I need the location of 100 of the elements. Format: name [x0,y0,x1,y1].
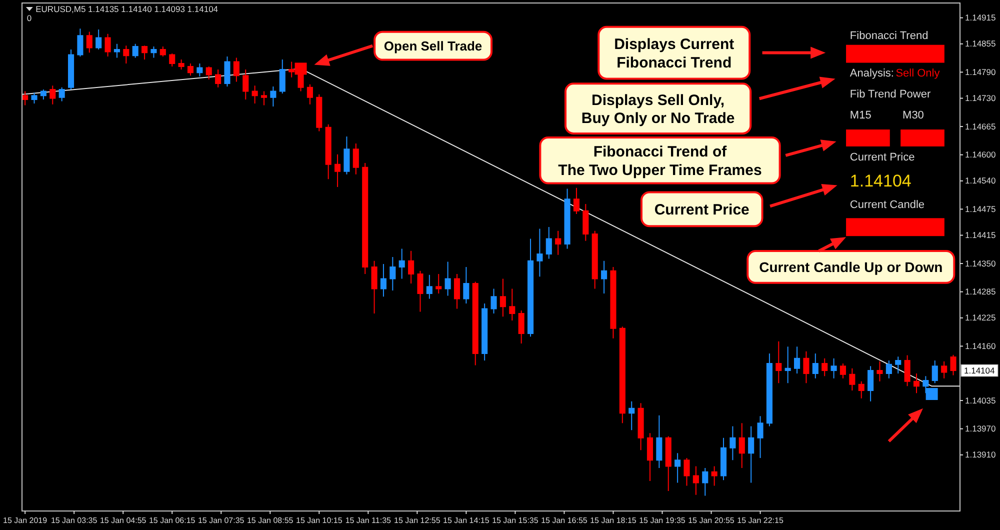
annotation: Current Candle Up or Down [759,259,943,275]
candlestick [564,188,570,250]
annotation: 1.14104 [850,171,912,190]
y-tick-label: 1.14665 [965,121,996,132]
candlestick [306,84,313,105]
candlestick [279,59,286,94]
annotation: 1.14104 [964,366,995,376]
x-tick-label: 15 Jan 12:55 [394,516,441,525]
candlestick [582,203,589,242]
candlestick [169,52,176,67]
x-tick-label: 15 Jan 06:15 [148,516,196,525]
candlestick [380,263,387,298]
candlestick [123,45,130,64]
x-tick-label: 15 Jan 15:35 [492,516,539,525]
candlestick [757,416,764,458]
candlestick [58,86,65,102]
y-tick-label: 1.14600 [965,150,996,160]
candlestick [913,373,920,394]
candlestick [417,270,424,312]
candlestick [849,368,856,392]
candlestick [876,360,883,382]
x-tick-label: 15 Jan 2019 [3,516,48,525]
candlestick [730,426,736,461]
candlestick [454,273,460,310]
candlestick [334,154,341,188]
candlestick [592,230,598,290]
y-tick-label: 1.14475 [965,204,996,214]
candlestick [178,59,184,70]
candlestick [738,422,745,468]
annotation: Open Sell Trade [384,38,482,54]
candlestick [941,360,948,379]
candlestick [252,85,258,104]
candlestick [932,360,938,384]
candlestick [868,366,874,402]
y-tick-label: 1.14790 [965,66,996,77]
candlestick [784,346,791,384]
candlestick [426,274,432,300]
candlestick [142,45,148,60]
candlestick [344,136,350,175]
annotation: Current Candle [850,199,925,212]
x-tick-label: 15 Jan 03:35 [50,516,98,525]
candlestick [803,350,810,384]
candlestick [674,452,681,484]
y-tick-label: 1.14915 [965,12,996,23]
candlestick [444,261,451,296]
y-tick-label: 1.13910 [965,450,996,460]
candlestick [822,358,828,377]
candlestick [362,162,368,274]
y-tick-label: 1.14540 [965,176,996,186]
candlestick [601,260,608,294]
candlestick [748,426,754,484]
candlestick [77,28,84,57]
y-tick-label: 1.14285 [965,286,996,297]
x-tick-label: 15 Jan 08:55 [247,516,294,525]
y-tick-label: 1.14730 [965,93,996,104]
x-tick-label: 15 Jan 19:35 [639,516,686,525]
annotation: Sell Only [896,68,940,80]
candlestick [316,94,322,132]
annotation: Current Price [654,202,750,219]
candlestick [656,414,662,468]
x-tick-label: 15 Jan 10:15 [296,516,343,525]
candlestick [692,466,699,496]
candlestick [619,326,626,424]
x-tick-label: 15 Jan 14:15 [443,516,490,525]
candlestick [490,288,497,314]
y-tick-label: 1.14160 [965,340,996,351]
candlestick [840,363,846,379]
candlestick [665,436,672,492]
candlestick [858,380,864,399]
candlestick [150,46,157,58]
candlestick [233,57,240,82]
candlestick [518,310,524,344]
candlestick [536,228,543,278]
x-tick-label: 15 Jan 04:55 [100,516,147,525]
candlestick [187,62,194,76]
candlestick [408,250,414,284]
x-tick-label: 15 Jan 22:15 [737,516,784,525]
candlestick [950,354,956,376]
candlestick [684,457,690,486]
annotation: Fib Trend Power [850,88,931,101]
candlestick [390,256,396,291]
candlestick [68,49,74,90]
candlestick [904,354,910,387]
candlestick [132,43,138,58]
candlestick [96,29,102,50]
candlestick [509,288,516,321]
annotation: Displays Sell Only, Buy Only or No Trade [581,92,735,128]
candlestick [573,187,580,214]
candlestick [50,85,56,105]
y-tick-label: 1.14415 [965,230,996,240]
candlestick [463,266,470,304]
y-tick-label: 1.14225 [965,312,996,323]
candlestick [628,400,635,431]
candlestick [500,278,506,318]
annotation: Fibonacci Trend of The Two Upper Time Frames [558,144,762,179]
candlestick [224,56,230,88]
candlestick [398,248,405,280]
y-tick-label: 1.14035 [965,395,996,406]
candlestick [766,353,772,427]
candlestick [812,353,818,379]
